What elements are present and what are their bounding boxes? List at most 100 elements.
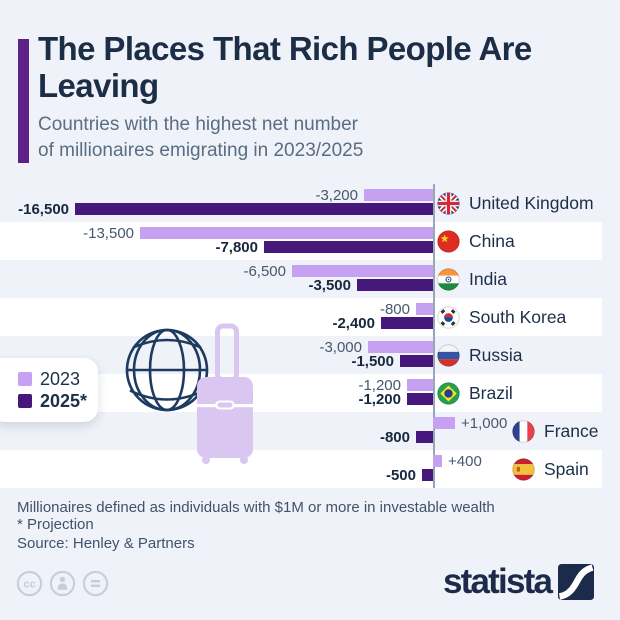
value-label: -6,500 — [243, 262, 286, 280]
value-label: +400 — [448, 452, 482, 470]
china-flag — [437, 229, 460, 253]
russia-flag — [437, 343, 460, 367]
title-accent-bar — [18, 39, 29, 163]
bar-line-2023-brazil: -1,200 — [358, 376, 433, 394]
flag-south-korea-icon — [437, 305, 460, 329]
page-title: The Places That Rich People Are Leaving — [38, 30, 532, 105]
bar-segment — [433, 455, 442, 467]
flag-china-icon — [437, 229, 460, 253]
country-cell-south-korea: South Korea — [437, 298, 566, 336]
bar-segment — [292, 265, 433, 277]
country-cell-india: India — [437, 260, 507, 298]
country-label: Russia — [469, 344, 523, 365]
bar-segment — [416, 431, 433, 443]
bar-line-2023-south-korea: -800 — [379, 300, 433, 318]
value-label: -3,000 — [319, 338, 362, 356]
bar-line-2025-china: -7,800 — [215, 238, 433, 256]
value-label: -3,200 — [315, 186, 358, 204]
value-label: -800 — [379, 428, 410, 446]
value-label: +1,000 — [461, 414, 508, 432]
spain-flag — [512, 457, 535, 481]
bar-segment — [400, 355, 433, 367]
uk-flag — [437, 191, 460, 215]
bar-line-2023-india: -6,500 — [243, 262, 433, 280]
flag-spain-icon — [512, 457, 535, 481]
statista-logo[interactable]: statista — [443, 562, 595, 601]
bar-line-2025-russia: -1,500 — [351, 352, 433, 370]
legend: 2023 2025* — [0, 358, 98, 422]
country-cell-spain: Spain — [512, 450, 589, 488]
bar-line-2025-brazil: -1,200 — [358, 392, 433, 407]
statista-logo-text: statista — [443, 562, 553, 601]
legend-item-2025: 2025* — [18, 390, 98, 412]
bar-line-2025-south-korea: -2,400 — [332, 316, 433, 331]
svg-text:cc: cc — [23, 579, 35, 591]
bar-segment — [407, 379, 433, 391]
country-label: South Korea — [469, 306, 567, 327]
bar-line-2025-india: -3,500 — [308, 278, 433, 293]
country-label: United Kingdom — [469, 192, 594, 213]
country-label: Brazil — [469, 382, 513, 403]
flag-brazil-icon — [437, 381, 460, 405]
source-line: Source: Henley & Partners — [17, 535, 195, 552]
globe-luggage-illustration — [125, 323, 253, 464]
brazil-flag — [437, 381, 460, 405]
value-label: -16,500 — [18, 200, 69, 218]
legend-swatch-2023 — [18, 372, 32, 386]
bar-segment — [433, 417, 455, 429]
bar-segment — [75, 203, 433, 215]
south-korea-flag — [437, 305, 460, 329]
row-stripe — [0, 298, 602, 336]
subtitle-line-1: Countries with the highest net number — [38, 114, 359, 135]
legend-swatch-2025 — [18, 394, 32, 408]
country-cell-brazil: Brazil — [437, 374, 513, 412]
footnote-projection: * Projection — [17, 516, 94, 533]
luggage-icon — [197, 323, 253, 464]
bar-segment — [140, 227, 433, 239]
value-label: -1,200 — [358, 376, 401, 394]
bar-line-2023-united-kingdom: -3,200 — [315, 186, 433, 204]
france-flag — [512, 419, 535, 443]
bar-segment — [364, 189, 433, 201]
bar-segment — [407, 393, 433, 405]
legend-label-2023: 2023 — [40, 368, 81, 389]
bar-segment — [357, 279, 433, 291]
bar-segment — [422, 469, 433, 481]
bar-segment — [416, 303, 433, 315]
country-label: Spain — [544, 458, 589, 479]
country-cell-russia: Russia — [437, 336, 523, 374]
value-label: -7,800 — [215, 238, 258, 256]
bar-line-2023-spain: +400 — [433, 452, 482, 470]
subtitle-line-2: of millionaires emigrating in 2023/2025 — [38, 140, 364, 162]
bar-line-2025-france: -800 — [379, 428, 433, 446]
value-label: -800 — [379, 300, 410, 318]
page-subtitle: Countries with the highest net number of… — [38, 112, 363, 164]
footnote-definition: Millionaires defined as individuals with… — [17, 499, 495, 516]
license-icons: cc — [16, 570, 109, 597]
bar-segment — [368, 341, 433, 353]
country-cell-china: China — [437, 222, 515, 260]
flag-france-icon — [512, 419, 535, 443]
bar-line-2023-russia: -3,000 — [319, 338, 433, 356]
bar-line-2023-france: +1,000 — [433, 414, 508, 432]
attribution-icon[interactable] — [49, 570, 76, 597]
row-stripe — [0, 374, 602, 412]
india-flag — [437, 267, 460, 291]
value-label: -1,500 — [351, 352, 394, 370]
bar-segment — [381, 317, 433, 329]
flag-india-icon — [437, 267, 460, 291]
globe-icon — [125, 328, 209, 412]
legend-label-2025: 2025* — [40, 390, 88, 411]
statista-logo-mark-icon — [558, 564, 595, 600]
bar-segment — [264, 241, 433, 253]
bar-line-2025-spain: -500 — [386, 468, 433, 483]
flag-russia-icon — [437, 343, 460, 367]
row-stripe — [0, 450, 602, 488]
flag-uk-icon — [437, 191, 460, 215]
legend-item-2023: 2023 — [18, 368, 98, 390]
cc-icon[interactable]: cc — [16, 570, 43, 597]
value-label: -13,500 — [83, 224, 134, 242]
country-label: China — [469, 230, 515, 251]
equal-icon[interactable] — [82, 570, 109, 597]
